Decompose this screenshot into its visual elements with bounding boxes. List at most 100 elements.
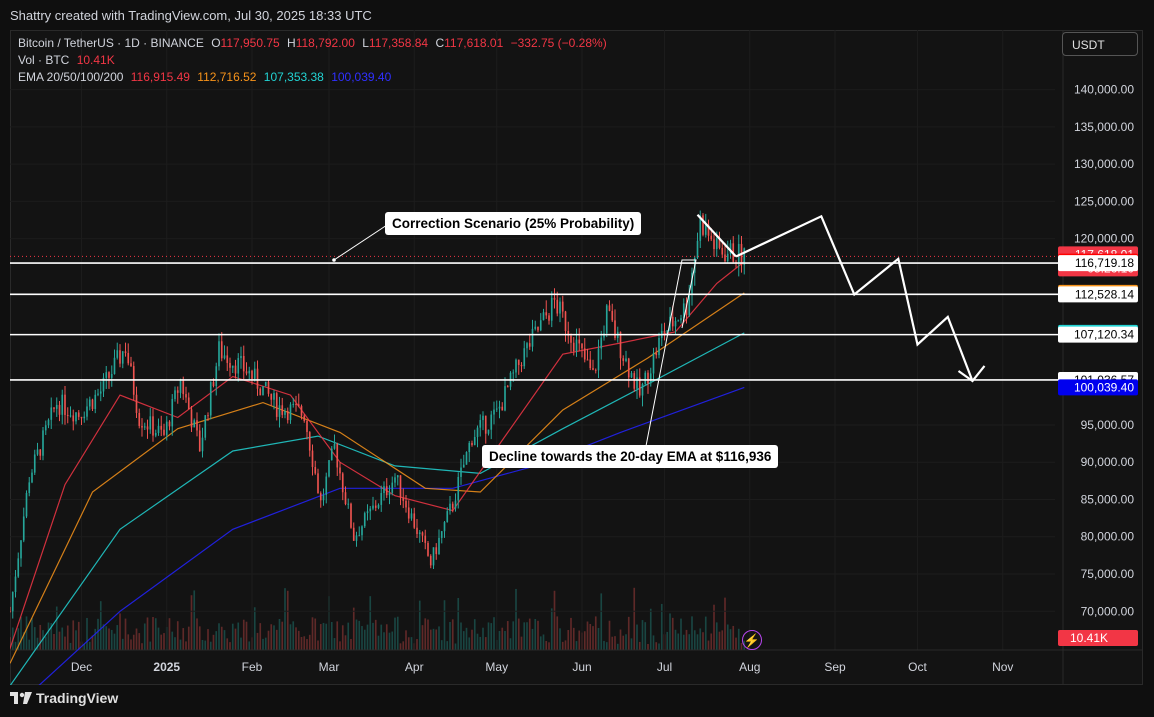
volume-bar xyxy=(603,640,605,650)
legend-vol-label: Vol · BTC xyxy=(18,53,70,67)
volume-bar xyxy=(608,620,611,650)
volume-bar xyxy=(314,618,317,650)
candle-body xyxy=(374,505,377,508)
candle-body xyxy=(402,497,405,501)
price-tag-ema200 xyxy=(1058,379,1138,396)
candle-body xyxy=(715,238,718,250)
candle-body xyxy=(165,421,168,435)
volume-bar xyxy=(146,617,149,650)
candle-body xyxy=(149,416,152,430)
candle-body xyxy=(473,436,476,446)
candle-body xyxy=(743,248,746,265)
volume-bar xyxy=(487,622,490,650)
volume-bar xyxy=(688,634,691,650)
legend-ema-row: EMA 20/50/100/200 116,915.49 112,716.52 … xyxy=(18,70,395,84)
price-chart[interactable]: Dec 2025 Feb Mar Apr May Jun Jul Aug Sep Oct Nov 14… xyxy=(10,30,1143,685)
candle-body xyxy=(385,486,388,496)
volume-bar xyxy=(655,642,658,650)
volume-bar xyxy=(735,637,737,650)
volume-bar xyxy=(366,624,369,650)
volume-bar xyxy=(10,637,11,650)
volume-bar xyxy=(493,617,495,650)
candle-body xyxy=(539,320,542,331)
candle-body xyxy=(42,430,44,456)
candle-body xyxy=(160,425,163,430)
candle-body xyxy=(707,224,710,236)
volume-bar xyxy=(248,641,251,650)
candle-body xyxy=(113,357,116,375)
volume-bar xyxy=(278,618,281,650)
volume-bar xyxy=(355,619,358,650)
volume-bar xyxy=(699,628,702,650)
candle-body xyxy=(553,297,556,300)
candle-body xyxy=(209,382,212,416)
candle-body xyxy=(405,500,407,508)
candle-body xyxy=(319,493,322,501)
candle-body xyxy=(614,320,616,338)
volume-bar xyxy=(363,629,366,650)
candle-body xyxy=(537,326,539,331)
x-tick-label: Sep xyxy=(824,660,846,674)
candle-body xyxy=(699,215,702,241)
legend-low-label: L xyxy=(362,36,369,50)
candle-body xyxy=(622,358,625,361)
volume-bar xyxy=(592,626,594,650)
candle-body xyxy=(724,254,726,262)
candle-body xyxy=(220,341,223,359)
candle-body xyxy=(275,393,278,417)
candle-body xyxy=(174,390,176,399)
currency-button[interactable]: USDT xyxy=(1062,32,1138,56)
volume-bar xyxy=(713,604,715,650)
candle-body xyxy=(163,429,165,435)
volume-bar xyxy=(306,639,308,650)
volume-bar xyxy=(539,636,542,650)
volume-bar xyxy=(292,621,295,650)
volume-bar xyxy=(256,632,259,650)
volume-bar xyxy=(154,618,157,650)
volume-bar xyxy=(440,640,443,650)
candle-body xyxy=(61,394,64,415)
lightning-icon[interactable]: ⚡ xyxy=(742,630,762,650)
candle-body xyxy=(713,239,715,250)
ema200-line xyxy=(38,386,745,685)
candle-body xyxy=(176,390,179,393)
volume-bar xyxy=(515,588,517,650)
volume-bar xyxy=(102,624,105,650)
candle-body xyxy=(25,492,28,517)
volume-bar xyxy=(110,629,113,650)
volume-bar xyxy=(377,635,380,650)
candle-body xyxy=(229,362,231,368)
candle-body xyxy=(281,405,284,415)
candle-body xyxy=(460,467,462,477)
candle-body xyxy=(559,301,561,314)
volume-bar xyxy=(17,628,20,650)
candle-body xyxy=(611,310,614,321)
footer-brand: TradingView xyxy=(10,690,118,706)
candle-body xyxy=(141,425,143,428)
candle-body xyxy=(196,420,198,431)
candle-body xyxy=(190,409,193,428)
candle-body xyxy=(625,358,627,361)
candle-body xyxy=(278,405,281,417)
candle-body xyxy=(256,368,259,389)
candle-body xyxy=(498,406,501,409)
volume-bar xyxy=(53,633,55,650)
volume-bar xyxy=(157,627,160,650)
candle-body xyxy=(468,442,471,453)
volume-bar xyxy=(402,641,405,650)
volume-bar xyxy=(660,603,663,650)
candle-body xyxy=(528,343,531,347)
candle-body xyxy=(495,408,498,410)
volume-bar xyxy=(289,624,292,650)
legend-vol-value: 10.41K xyxy=(76,53,115,67)
volume-bar xyxy=(190,595,193,650)
candle-body xyxy=(548,315,550,321)
volume-bar xyxy=(559,628,561,650)
volume-bar xyxy=(39,624,42,650)
candle-body xyxy=(702,215,704,235)
x-tick-label: Feb xyxy=(242,660,263,674)
volume-bar xyxy=(652,635,655,650)
candle-body xyxy=(501,406,504,411)
candle-body xyxy=(157,425,160,434)
volume-bar xyxy=(416,639,418,650)
